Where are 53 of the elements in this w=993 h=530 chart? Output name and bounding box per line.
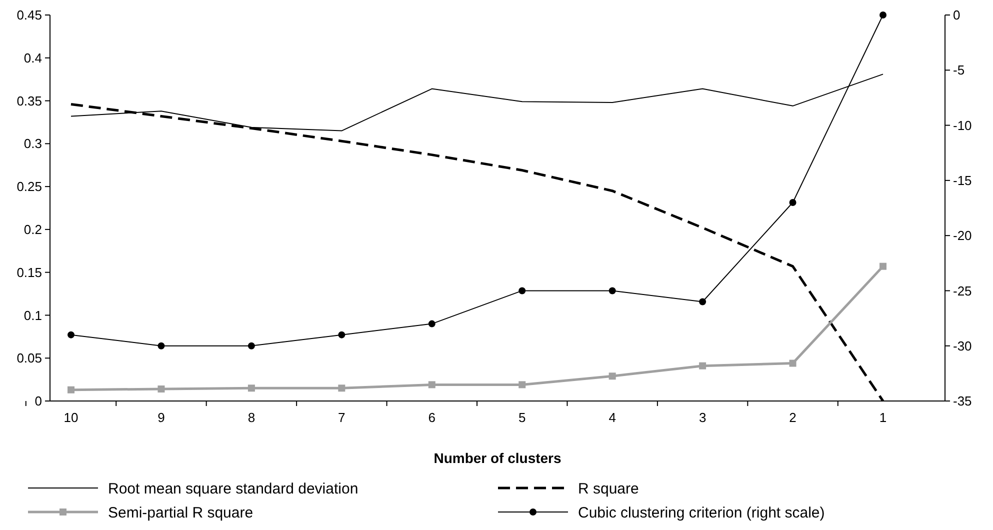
y-tick-label: 0.45 <box>16 8 42 23</box>
x-tick-label: 1 <box>879 410 887 425</box>
x-axis-title: Number of clusters <box>434 450 562 466</box>
y-tick-label: 0.15 <box>16 264 42 280</box>
point <box>68 331 74 338</box>
point <box>608 287 616 294</box>
x-tick-label: 3 <box>698 410 706 425</box>
y-tick-label: 0.05 <box>16 350 42 366</box>
y-tick-label: 0.25 <box>16 179 42 194</box>
point <box>608 372 616 380</box>
y2-tick-label: -35 <box>953 394 972 409</box>
y2-tick-label: -20 <box>953 228 972 244</box>
y2-tick-label: -30 <box>953 338 972 354</box>
point <box>158 342 165 350</box>
y-tick-label: 0.2 <box>24 222 42 237</box>
point <box>68 386 74 394</box>
x-tick-label: 6 <box>428 410 436 425</box>
point <box>699 362 706 370</box>
x-tick-label: 7 <box>338 410 346 425</box>
point <box>518 287 526 294</box>
y2-tick-label: -25 <box>953 283 972 298</box>
y-tick-label: 0.3 <box>24 136 42 152</box>
point <box>428 320 436 328</box>
x-tick-label: 9 <box>158 410 165 425</box>
y2-tick-label: -5 <box>953 62 965 78</box>
point <box>428 381 436 388</box>
x-tick-label: 4 <box>608 410 616 425</box>
y-tick-label: 0.4 <box>24 50 42 66</box>
y-tick-label: 0.1 <box>24 308 42 323</box>
legend-label: Semi-partial R square <box>108 504 254 522</box>
point <box>518 381 526 388</box>
point <box>158 385 165 392</box>
y-tick-label: 0.35 <box>16 93 42 108</box>
y2-tick-label: -10 <box>953 118 972 133</box>
legend-label: Root mean square standard deviation <box>108 480 358 498</box>
point <box>880 12 886 18</box>
y-tick-label: 0 <box>34 394 42 409</box>
point <box>789 198 796 206</box>
point <box>248 342 255 350</box>
point <box>248 384 255 392</box>
point <box>880 262 886 270</box>
point <box>789 360 796 367</box>
y2-tick-label: -15 <box>953 172 972 188</box>
x-tick-label: 5 <box>518 410 526 425</box>
y2-tick-label: 0 <box>953 8 960 23</box>
x-tick-label: 2 <box>789 410 796 425</box>
point <box>338 384 346 392</box>
point <box>699 298 706 306</box>
point <box>338 331 346 338</box>
x-tick-label: 8 <box>248 410 256 425</box>
legend-label: R square <box>578 480 639 498</box>
x-tick-label: 10 <box>64 410 78 425</box>
legend-label: Cubic clustering criterion (right scale) <box>578 504 825 522</box>
